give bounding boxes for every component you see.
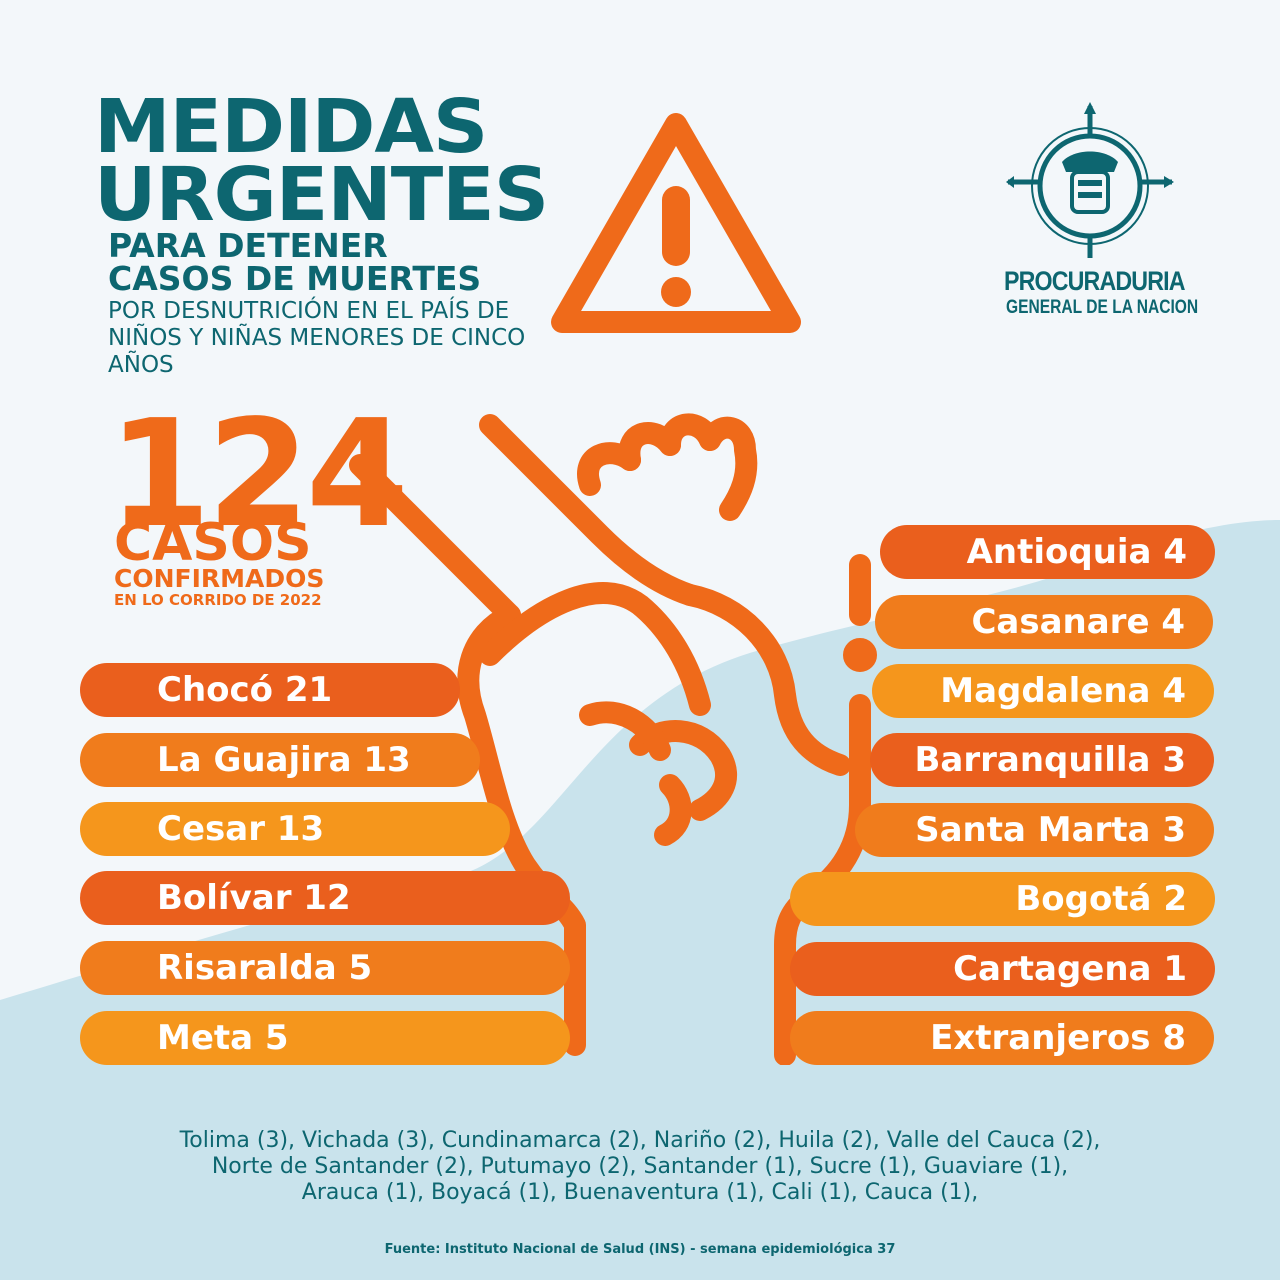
cases-label: CASOS [114,513,312,573]
left-item-label: Cesar 13 [157,809,325,849]
right-item-extranjeros: Extranjeros 8 [790,1011,1214,1065]
right-item-label: Magdalena 4 [940,671,1186,711]
right-item-santa-marta: Santa Marta 3 [855,803,1214,857]
left-item-bolivar: Bolívar 12 [80,871,570,925]
right-item-label: Extranjeros 8 [930,1018,1186,1058]
title-line-2: URGENTES [94,152,549,238]
right-item-magdalena: Magdalena 4 [872,664,1214,718]
title-line-1: MEDIDAS [94,84,488,170]
left-item-label: Meta 5 [157,1018,289,1058]
left-item-cesar: Cesar 13 [80,802,510,856]
title-line-3: PARA DETENER [108,226,388,265]
other-departments-line-3: Arauca (1), Boyacá (1), Buenaventura (1)… [301,1180,979,1205]
cases-sublabel: CONFIRMADOS [114,564,325,593]
right-item-label: Santa Marta 3 [915,810,1186,850]
left-item-label: Chocó 21 [157,670,333,710]
other-departments-line-2: Norte de Santander (2), Putumayo (2), Sa… [211,1154,1069,1179]
logo-text-line-2: GENERAL DE LA NACION [1006,297,1199,318]
left-item-la-guajira: La Guajira 13 [80,733,480,787]
right-item-barranquilla: Barranquilla 3 [870,733,1214,787]
procuraduria-emblem-icon [1006,102,1174,258]
right-item-label: Barranquilla 3 [914,740,1187,780]
left-item-risaralda: Risaralda 5 [80,941,570,995]
right-item-antioquia: Antioquia 4 [880,525,1215,579]
right-item-label: Antioquia 4 [966,532,1187,572]
right-item-casanare: Casanare 4 [875,595,1213,649]
left-item-label: La Guajira 13 [157,740,411,780]
cases-period: EN LO CORRIDO DE 2022 [114,591,322,609]
logo-text-line-1: PROCURADURIA [1004,266,1185,296]
right-item-label: Cartagena 1 [953,949,1187,989]
title-subtitle: POR DESNUTRICIÓN EN EL PAÍS DE NIÑOS Y N… [108,298,526,378]
left-item-meta: Meta 5 [80,1011,570,1065]
left-item-label: Risaralda 5 [157,948,373,988]
right-item-bogota: Bogotá 2 [790,872,1215,926]
right-item-label: Casanare 4 [971,602,1185,642]
right-item-label: Bogotá 2 [1015,879,1187,919]
source-note: Fuente: Instituto Nacional de Salud (INS… [384,1242,896,1257]
warning-icon [551,113,801,333]
right-item-cartagena: Cartagena 1 [790,942,1215,996]
other-departments: Tolima (3), Vichada (3), Cundinamarca (2… [100,1128,1180,1206]
left-item-label: Bolívar 12 [157,878,351,918]
other-departments-line-1: Tolima (3), Vichada (3), Cundinamarca (2… [179,1128,1101,1153]
title-line-4: CASOS DE MUERTES [108,259,482,298]
helping-hands-icon [349,413,877,1065]
left-item-choco: Chocó 21 [80,663,460,717]
cases-number: 124 [108,388,409,560]
